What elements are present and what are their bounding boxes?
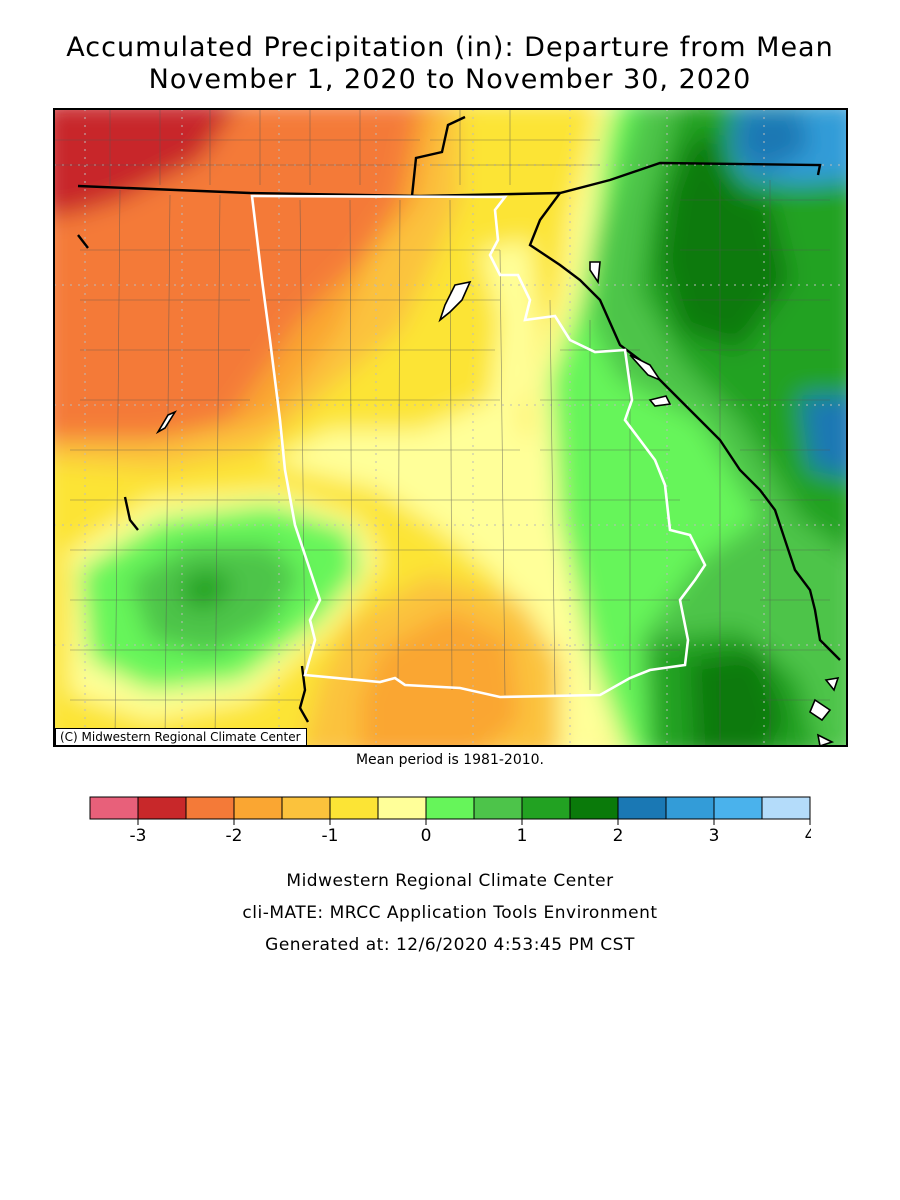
legend-swatch [713, 796, 763, 820]
legend-swatch [425, 796, 475, 820]
legend-swatch [329, 796, 379, 820]
legend-swatch [137, 796, 187, 820]
mean-period-note: Mean period is 1981-2010. [355, 752, 545, 768]
legend-swatch [377, 796, 427, 820]
legend-tick-label: 0 [421, 826, 432, 846]
legend-tick-label: -1 [322, 826, 339, 846]
precipitation-field [54, 109, 847, 746]
state-borders [77, 115, 841, 723]
legend-swatch [521, 796, 571, 820]
footer-tool-name: cli-MATE: MRCC Application Tools Environ… [242, 903, 658, 923]
tennessee-state-outline [250, 194, 707, 699]
legend-swatch [569, 796, 619, 820]
legend-tick-label: 4 [805, 826, 811, 846]
legend-swatch [617, 796, 667, 820]
legend-swatch [665, 796, 715, 820]
legend-swatch [185, 796, 235, 820]
map-title: Accumulated Precipitation (in): Departur… [66, 32, 834, 63]
legend-tick-label: -2 [226, 826, 243, 846]
legend-tick-label: 1 [517, 826, 528, 846]
legend-swatch [89, 796, 139, 820]
legend-swatch [473, 796, 523, 820]
county-boundaries [54, 110, 830, 741]
color-legend: -3 -2 -1 0 1 2 3 4 [89, 796, 815, 856]
water-bodies [155, 261, 840, 746]
legend-tick-label: 2 [613, 826, 624, 846]
map-date-range: November 1, 2020 to November 30, 2020 [148, 64, 752, 95]
legend-swatch [761, 796, 811, 820]
copyright-credit: (C) Midwestern Regional Climate Center [55, 728, 307, 746]
legend-swatch [233, 796, 283, 820]
footer-organization: Midwestern Regional Climate Center [286, 871, 614, 891]
legend-tick-label: -3 [130, 826, 147, 846]
footer-generated-time: Generated at: 12/6/2020 4:53:45 PM CST [265, 935, 635, 955]
legend-tick-label: 3 [709, 826, 720, 846]
legend-swatch [281, 796, 331, 820]
precipitation-map [53, 108, 848, 747]
map-frame [53, 108, 848, 747]
